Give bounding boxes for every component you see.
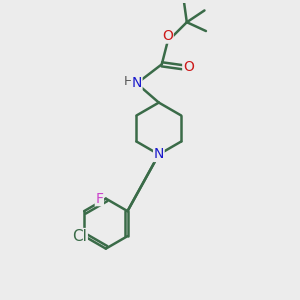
Text: N: N [154,147,164,161]
Text: N: N [132,76,142,91]
Text: H: H [124,76,133,88]
Text: O: O [162,29,173,43]
Text: Cl: Cl [72,229,87,244]
Text: O: O [183,60,194,74]
Text: F: F [95,192,104,206]
